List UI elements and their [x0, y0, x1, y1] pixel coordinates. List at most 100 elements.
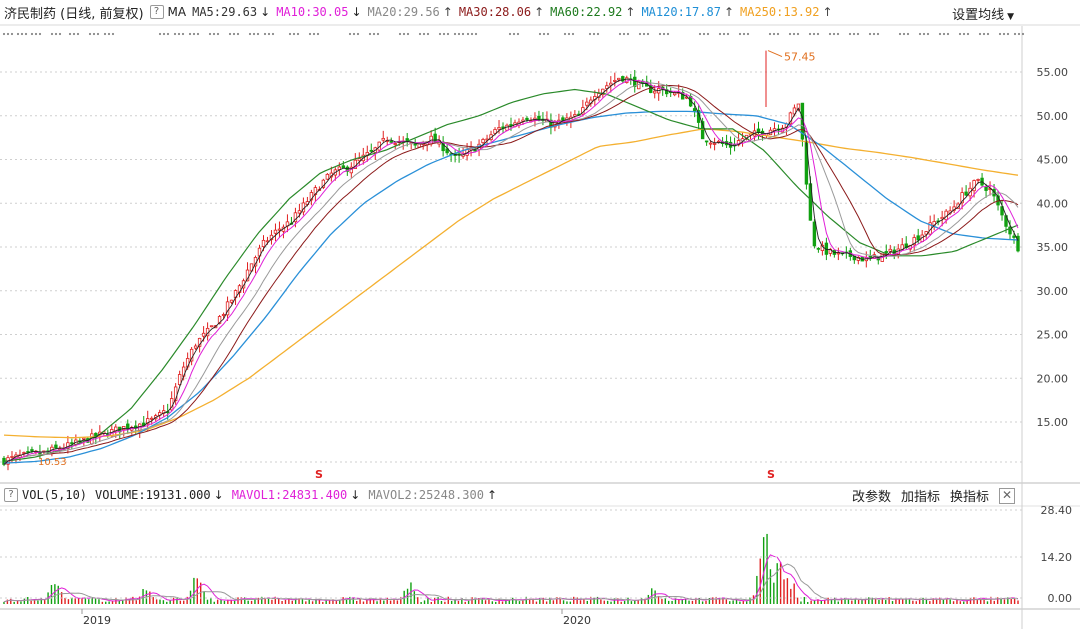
candle-body — [193, 345, 198, 349]
signal-mark — [312, 32, 316, 36]
signal-mark — [158, 32, 162, 36]
signal-mark — [722, 32, 726, 36]
signal-mark — [1002, 32, 1006, 36]
signal-mark — [6, 32, 10, 36]
signal-mark — [88, 32, 92, 36]
signal-mark — [72, 32, 76, 36]
candle-body — [621, 76, 625, 82]
signal-mark — [906, 32, 910, 36]
signal-mark — [962, 32, 966, 36]
volume-help-icon[interactable]: ? — [4, 488, 18, 502]
ma-arrow-icon-2: ↑ — [442, 5, 453, 19]
candle-body — [984, 186, 988, 191]
signal-mark — [50, 32, 54, 36]
mavol2-arrow-icon: ↑ — [486, 488, 497, 502]
signal-mark — [466, 32, 470, 36]
mavol1-arrow-icon: ↓ — [350, 488, 361, 502]
ma-settings-button[interactable]: 设置均线 ▼ — [952, 4, 1014, 23]
ma250-line — [3, 128, 1019, 439]
signal-mark — [470, 32, 474, 36]
candles — [2, 69, 1020, 471]
candle-body — [716, 140, 721, 143]
signal-marks-row — [2, 32, 1025, 36]
signal-mark — [978, 32, 982, 36]
signal-mark — [918, 32, 922, 36]
switch-indicator-button[interactable]: 换指标 — [950, 490, 990, 505]
ma-value-0: MA5:29.63 — [192, 5, 258, 19]
signal-mark — [376, 32, 380, 36]
candle-body — [54, 444, 58, 449]
candle-body — [700, 121, 705, 140]
ma-value-2: MA20:29.56 — [367, 5, 440, 19]
ma120-line — [3, 110, 1019, 464]
signal-mark — [236, 32, 240, 36]
signal-mark — [622, 32, 626, 36]
price-tick-label: 35.00 — [1037, 241, 1069, 254]
signal-mark — [1013, 32, 1017, 36]
volume-tick-label: 28.40 — [1041, 504, 1073, 517]
candle-body — [672, 91, 677, 96]
signal-mark — [746, 32, 750, 36]
candle-body — [177, 374, 182, 386]
change-params-button[interactable]: 改参数 — [852, 490, 892, 505]
price-tick-label: 55.00 — [1037, 66, 1069, 79]
candle-body — [225, 301, 230, 316]
candle-body — [888, 248, 892, 252]
signal-mark — [10, 32, 14, 36]
candle-body — [345, 166, 350, 172]
signal-mark — [288, 32, 292, 36]
candle-body — [277, 228, 282, 231]
annotations: 57.45 10.53 S S — [38, 50, 816, 481]
signal-mark — [263, 32, 267, 36]
add-indicator-button[interactable]: 加指标 — [901, 490, 941, 505]
signal-mark — [768, 32, 772, 36]
signal-mark — [666, 32, 670, 36]
time-tick-label: 2019 — [83, 614, 111, 627]
ma-arrow-icon-6: ↑ — [822, 5, 833, 19]
candle-body — [1012, 235, 1016, 238]
signal-mark — [563, 32, 567, 36]
price-tick-label: 25.00 — [1037, 329, 1069, 342]
help-icon[interactable]: ? — [149, 5, 164, 19]
candle-body — [816, 247, 821, 250]
signal-mark — [982, 32, 986, 36]
candle-body — [273, 229, 278, 234]
signal-mark — [592, 32, 596, 36]
time-tick-label: 2020 — [563, 614, 591, 627]
signal-mark — [402, 32, 406, 36]
price-tick-label: 45.00 — [1037, 154, 1069, 167]
ma-arrow-icon-4: ↑ — [625, 5, 636, 19]
candle-body — [613, 79, 617, 82]
candle-body — [325, 173, 330, 180]
ma-value-3: MA30:28.06 — [458, 5, 532, 19]
candle-body — [30, 449, 34, 452]
price-tick-label: 50.00 — [1037, 110, 1069, 123]
candle-body — [976, 179, 980, 181]
signal-mark — [461, 32, 465, 36]
signal-mark — [216, 32, 220, 36]
signal-mark — [938, 32, 942, 36]
signal-mark — [538, 32, 542, 36]
signal-mark — [922, 32, 926, 36]
signal-mark — [256, 32, 260, 36]
signal-mark — [946, 32, 950, 36]
signal-mark — [828, 32, 832, 36]
signal-mark — [776, 32, 780, 36]
candle-body — [653, 90, 657, 94]
close-icon[interactable]: ✕ — [999, 487, 1016, 504]
signal-mark — [188, 32, 192, 36]
candle-body — [126, 423, 130, 430]
time-axis: 2019 2020 — [81, 609, 591, 627]
signal-mark — [832, 32, 836, 36]
signal-mark — [646, 32, 650, 36]
ma30-line — [3, 85, 1019, 465]
peak-label: 57.45 — [784, 51, 816, 64]
signal-mark — [76, 32, 80, 36]
signal-mark — [812, 32, 816, 36]
signal-mark — [92, 32, 96, 36]
signal-mark — [856, 32, 860, 36]
candle-body — [1008, 226, 1012, 235]
signal-mark — [228, 32, 232, 36]
candle-body — [704, 140, 709, 143]
candle-body — [796, 103, 801, 110]
